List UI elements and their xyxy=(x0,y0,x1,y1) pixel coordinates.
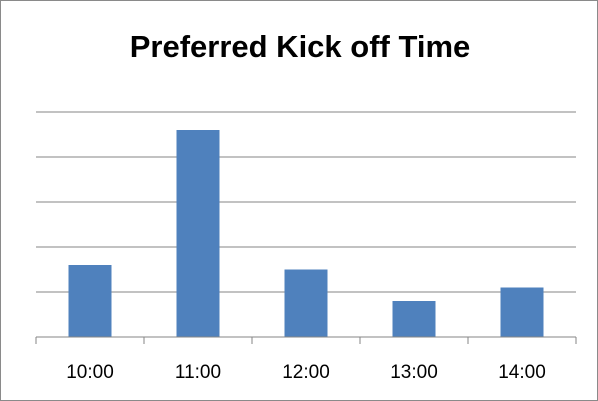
x-tick-label: 11:00 xyxy=(175,362,221,383)
bars xyxy=(68,130,544,337)
x-axis xyxy=(35,336,577,344)
x-tick-label: 10:00 xyxy=(66,362,114,383)
bar xyxy=(68,265,112,337)
x-tick-label: 13:00 xyxy=(390,362,438,383)
x-tick-label: 14:00 xyxy=(498,362,546,383)
x-tick-label: 12:00 xyxy=(282,362,330,383)
chart-title: Preferred Kick off Time xyxy=(129,29,471,64)
x-tick-labels: 10:00 11:00 12:00 13:00 14:00 xyxy=(66,362,546,383)
bar xyxy=(176,130,220,337)
bar xyxy=(284,269,328,337)
bar xyxy=(392,301,436,337)
gridlines xyxy=(36,111,576,293)
bar xyxy=(500,287,544,337)
